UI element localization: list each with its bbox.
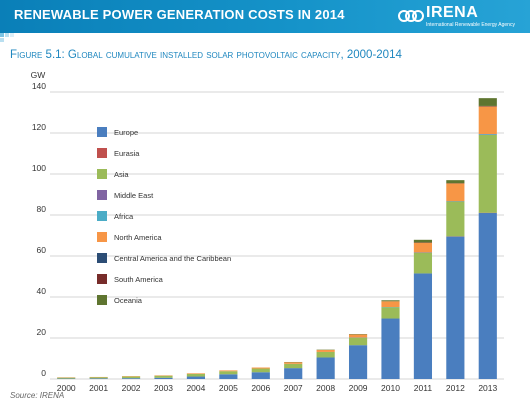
bar-segment — [121, 376, 141, 379]
bar-segment — [251, 372, 270, 379]
x-tick-label: 2012 — [446, 383, 465, 393]
header-title: RENEWABLE POWER GENERATION COSTS IN 2014 — [14, 7, 345, 22]
bar-segment — [154, 377, 173, 379]
figure-title: Figure 5.1: Global cumulative installed … — [10, 49, 402, 61]
bar-segment — [219, 371, 238, 375]
x-tick-label: 2005 — [219, 383, 238, 393]
bar-segment — [381, 307, 400, 319]
x-tick-label: 2007 — [284, 383, 303, 393]
bar-segment — [478, 134, 497, 135]
x-tick-label: 2003 — [154, 383, 173, 393]
y-tick-label: 40 — [37, 286, 47, 296]
y-tick-label: 100 — [32, 163, 46, 173]
bar-segment — [154, 375, 173, 378]
bar-segment — [446, 183, 465, 202]
bar-segment — [413, 273, 433, 379]
bar-segment — [251, 368, 270, 373]
legend-label: Europe — [114, 128, 138, 137]
bar-segment — [381, 318, 400, 379]
bar-segment — [89, 377, 108, 379]
page-header: RENEWABLE POWER GENERATION COSTS IN 2014… — [0, 0, 530, 33]
legend-swatch — [97, 190, 107, 200]
bar-segment — [381, 300, 400, 302]
x-tick-label: 2000 — [57, 383, 76, 393]
irena-logo-icon — [398, 10, 424, 22]
y-tick-label: 140 — [32, 81, 46, 91]
legend-label: Central America and the Caribbean — [114, 254, 231, 263]
bar-segment — [413, 239, 433, 243]
y-tick-label: 120 — [32, 122, 46, 132]
x-tick-label: 2008 — [316, 383, 335, 393]
bar-segment — [284, 368, 303, 379]
source-note: Source: IRENA — [10, 391, 65, 400]
legend-swatch — [97, 253, 107, 263]
bar-segment — [348, 334, 368, 338]
legend-label: Eurasia — [114, 149, 140, 158]
bar-segment — [446, 236, 465, 379]
legend-swatch — [97, 211, 107, 221]
legend-swatch — [97, 274, 107, 284]
x-tick-label: 2001 — [89, 383, 108, 393]
legend-swatch — [97, 127, 107, 137]
bar-segment — [219, 370, 238, 372]
bar-segment — [284, 362, 303, 364]
bar-segment — [446, 201, 465, 237]
legend-label: South America — [114, 275, 164, 284]
x-tick-label: 2011 — [414, 383, 433, 393]
legend-label: Middle East — [114, 191, 154, 200]
y-tick-label: 60 — [37, 245, 47, 255]
bar-segment — [316, 349, 335, 352]
bar-segment — [413, 242, 433, 253]
logo-subtitle: International Renewable Energy Agency — [426, 22, 515, 28]
bar-segment — [186, 373, 206, 374]
bar-segment — [446, 180, 465, 184]
bar-segment — [57, 377, 76, 379]
legend-label: Africa — [114, 212, 134, 221]
legend-swatch — [97, 295, 107, 305]
bar-segment — [284, 363, 303, 369]
logo-name: IRENA — [426, 4, 479, 21]
bar-segment — [316, 351, 335, 358]
bar-segment — [251, 367, 270, 369]
bar-segment — [121, 378, 141, 379]
x-tick-label: 2010 — [381, 383, 400, 393]
legend-swatch — [97, 169, 107, 179]
bar-segment — [316, 357, 335, 379]
legend-swatch — [97, 148, 107, 158]
x-tick-label: 2013 — [478, 383, 497, 393]
y-axis-label: GW — [31, 70, 46, 80]
bar-segment — [478, 106, 497, 135]
legend-label: North America — [114, 233, 162, 242]
x-tick-label: 2002 — [122, 383, 141, 393]
x-tick-label: 2009 — [349, 383, 368, 393]
irena-logo: IRENA International Renewable Energy Age… — [398, 3, 518, 31]
bar-segment — [219, 374, 238, 379]
bar-segment — [348, 337, 368, 346]
bar-segment — [478, 98, 497, 106]
bar-segment — [348, 345, 368, 379]
x-tick-label: 2004 — [186, 383, 205, 393]
corner-decoration-icon — [0, 33, 14, 42]
legend-swatch — [97, 232, 107, 242]
y-tick-label: 0 — [41, 368, 46, 378]
y-tick-label: 20 — [37, 327, 47, 337]
bar-segment — [186, 376, 206, 379]
bar-segment — [381, 301, 400, 308]
bar-segment — [186, 373, 206, 377]
y-tick-label: 80 — [37, 204, 47, 214]
legend-label: Asia — [114, 170, 129, 179]
x-tick-label: 2006 — [251, 383, 270, 393]
bar-segment — [413, 252, 433, 274]
bar-segment — [89, 378, 108, 379]
bar-segment — [478, 134, 497, 213]
legend-label: Oceania — [114, 296, 143, 305]
bar-segment — [478, 212, 497, 379]
